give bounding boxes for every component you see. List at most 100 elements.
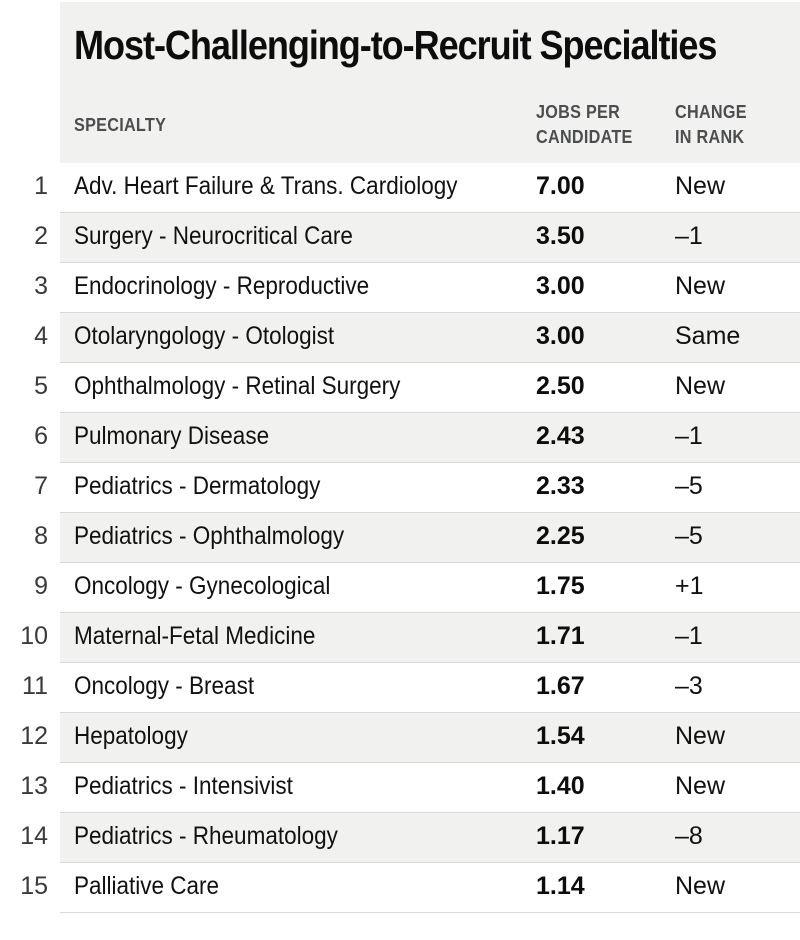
specialty-cell: Pediatrics - Dermatology	[74, 472, 321, 500]
jobs-per-candidate-cell: 1.67	[536, 672, 585, 700]
table-row: 12 Hepatology 1.54 New	[0, 713, 800, 763]
rank-cell: 4	[34, 322, 48, 350]
rank-cell: 14	[20, 822, 48, 850]
column-header-jobs-per-candidate: JOBS PER CANDIDATE	[536, 100, 633, 150]
column-header-change-line-2: IN RANK	[675, 127, 745, 147]
table-row: 4 Otolaryngology - Otologist 3.00 Same	[0, 313, 800, 363]
specialty-cell: Oncology - Gynecological	[74, 572, 331, 600]
specialty-cell: Ophthalmology - Retinal Surgery	[74, 372, 401, 400]
rank-cell: 13	[20, 772, 48, 800]
row-background	[60, 363, 800, 413]
row-divider	[60, 912, 800, 913]
rank-cell: 15	[20, 872, 48, 900]
row-divider	[60, 812, 800, 813]
rank-cell: 8	[34, 522, 48, 550]
specialty-cell: Pulmonary Disease	[74, 422, 270, 450]
row-background	[60, 813, 800, 863]
rank-cell: 3	[34, 272, 48, 300]
change-in-rank-cell: New	[675, 372, 726, 400]
jobs-per-candidate-cell: 3.00	[536, 272, 585, 300]
column-header-change-line-1: CHANGE	[675, 102, 747, 122]
table-row: 14 Pediatrics - Rheumatology 1.17 –8	[0, 813, 800, 863]
row-divider	[60, 312, 800, 313]
change-in-rank-cell: –3	[675, 672, 703, 700]
jobs-per-candidate-cell: 1.71	[536, 622, 585, 650]
rank-cell: 12	[20, 722, 48, 750]
specialty-cell: Endocrinology - Reproductive	[74, 272, 370, 300]
jobs-per-candidate-cell: 2.33	[536, 472, 585, 500]
row-background	[60, 513, 800, 563]
rank-cell: 6	[34, 422, 48, 450]
specialty-cell: Pediatrics - Ophthalmology	[74, 522, 345, 550]
table-row: 1 Adv. Heart Failure & Trans. Cardiology 7…	[0, 163, 800, 213]
row-background	[60, 663, 800, 713]
table-row: 9 Oncology - Gynecological 1.75 +1	[0, 563, 800, 613]
rank-cell: 1	[34, 172, 48, 200]
jobs-per-candidate-cell: 7.00	[536, 172, 585, 200]
row-divider	[60, 662, 800, 663]
specialty-cell: Oncology - Breast	[74, 672, 255, 700]
row-background	[60, 163, 800, 213]
table-row: 10 Maternal-Fetal Medicine 1.71 –1	[0, 613, 800, 663]
rank-cell: 9	[34, 572, 48, 600]
table-body: 1 Adv. Heart Failure & Trans. Cardiology 7…	[0, 163, 800, 913]
change-in-rank-cell: –1	[675, 222, 703, 250]
row-background	[60, 863, 800, 913]
row-divider	[60, 262, 800, 263]
rank-cell: 5	[34, 372, 48, 400]
table-row: 7 Pediatrics - Dermatology 2.33 –5	[0, 463, 800, 513]
jobs-per-candidate-cell: 1.54	[536, 722, 585, 750]
row-divider	[60, 462, 800, 463]
change-in-rank-cell: +1	[675, 572, 704, 600]
jobs-per-candidate-cell: 2.25	[536, 522, 585, 550]
specialty-cell: Surgery - Neurocritical Care	[74, 222, 353, 250]
change-in-rank-cell: New	[675, 772, 726, 800]
change-in-rank-cell: New	[675, 872, 726, 900]
table-title: Most-Challenging-to-Recruit Specialties	[74, 22, 717, 68]
row-background	[60, 413, 800, 463]
change-in-rank-cell: –8	[675, 822, 703, 850]
jobs-per-candidate-cell: 2.43	[536, 422, 585, 450]
table-row: 5 Ophthalmology - Retinal Surgery 2.50 New	[0, 363, 800, 413]
table-row: 8 Pediatrics - Ophthalmology 2.25 –5	[0, 513, 800, 563]
row-divider	[60, 362, 800, 363]
jobs-per-candidate-cell: 1.40	[536, 772, 585, 800]
change-in-rank-cell: New	[675, 172, 726, 200]
change-in-rank-cell: –1	[675, 422, 703, 450]
change-in-rank-cell: New	[675, 722, 726, 750]
column-header-change-in-rank: CHANGE IN RANK	[675, 100, 747, 150]
specialty-cell: Pediatrics - Intensivist	[74, 772, 293, 800]
table-row: 3 Endocrinology - Reproductive 3.00 New	[0, 263, 800, 313]
row-background	[60, 463, 800, 513]
jobs-per-candidate-cell: 3.50	[536, 222, 585, 250]
row-background	[60, 263, 800, 313]
row-background	[60, 713, 800, 763]
rank-cell: 10	[20, 622, 48, 650]
row-divider	[60, 762, 800, 763]
change-in-rank-cell: Same	[675, 322, 741, 350]
rank-cell: 7	[34, 472, 48, 500]
change-in-rank-cell: –5	[675, 522, 703, 550]
row-divider	[60, 562, 800, 563]
table-row: 15 Palliative Care 1.14 New	[0, 863, 800, 913]
jobs-per-candidate-cell: 1.75	[536, 572, 585, 600]
specialty-cell: Pediatrics - Rheumatology	[74, 822, 338, 850]
row-divider	[60, 412, 800, 413]
row-background	[60, 763, 800, 813]
specialty-cell: Hepatology	[74, 722, 188, 750]
jobs-per-candidate-cell: 2.50	[536, 372, 585, 400]
row-divider	[60, 862, 800, 863]
jobs-per-candidate-cell: 1.17	[536, 822, 585, 850]
row-divider	[60, 612, 800, 613]
change-in-rank-cell: New	[675, 272, 726, 300]
specialty-cell: Adv. Heart Failure & Trans. Cardiology	[74, 172, 458, 200]
table-row: 11 Oncology - Breast 1.67 –3	[0, 663, 800, 713]
table-row: 13 Pediatrics - Intensivist 1.40 New	[0, 763, 800, 813]
specialty-cell: Maternal-Fetal Medicine	[74, 622, 316, 650]
table-row: 6 Pulmonary Disease 2.43 –1	[0, 413, 800, 463]
table-row: 2 Surgery - Neurocritical Care 3.50 –1	[0, 213, 800, 263]
row-background	[60, 613, 800, 663]
row-divider	[60, 512, 800, 513]
rank-cell: 2	[34, 222, 48, 250]
change-in-rank-cell: –1	[675, 622, 703, 650]
